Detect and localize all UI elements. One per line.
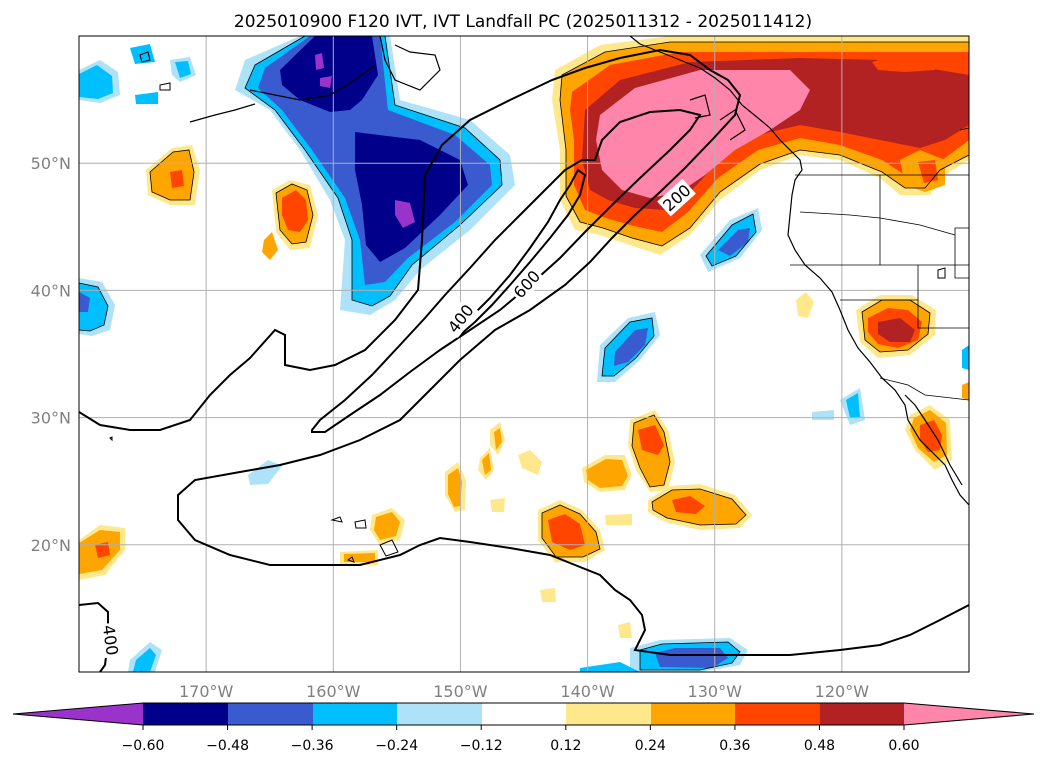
negative-anomaly-north (235, 36, 515, 315)
colorbar-tick-label: −0.36 (291, 738, 334, 754)
contour-label-bg (657, 178, 696, 217)
lon-tick-label: 170°W (179, 682, 234, 701)
contour-label-bg (98, 621, 124, 659)
positive-anomaly-north (552, 36, 969, 255)
colorbar-bin (143, 703, 228, 725)
colorbar-tick-label: −0.60 (122, 738, 165, 754)
colorbar-tick-label: 0.36 (719, 738, 750, 754)
colorbar-bin (228, 703, 313, 725)
colorbar: −0.60 −0.48 −0.36 −0.24 −0.12 0.12 0.24 0.36 0.4… (12, 702, 1035, 754)
colorbar-extend-high (904, 703, 1034, 725)
lon-tick-label: 140°W (560, 682, 615, 701)
lon-tick-label: 150°W (433, 682, 488, 701)
coastlines (189, 36, 969, 506)
lon-tick-label: 120°W (815, 682, 870, 701)
figure-title: 2025010900 F120 IVT, IVT Landfall PC (20… (234, 12, 812, 32)
map-frame (78, 35, 970, 673)
positive-anomaly-patches (79, 145, 969, 638)
colorbar-tick-label: −0.12 (460, 738, 503, 754)
colorbar-bin (820, 703, 904, 725)
contour-400 (311, 108, 702, 433)
map-gridlines (79, 36, 969, 672)
colorbar-tick-label: 0.48 (804, 738, 835, 754)
lat-tick-label: 30°N (31, 409, 71, 428)
contour-label-bg (442, 298, 479, 338)
contour-200 (79, 48, 969, 656)
lon-tick-label: 160°W (306, 682, 361, 701)
contour-label: 400 (99, 624, 122, 657)
colorbar-tick-label: 0.60 (888, 738, 919, 754)
colorbar-bin (651, 703, 735, 725)
colorbar-bin (313, 703, 397, 725)
colorbar-bin (397, 703, 482, 725)
colorbar-tick-label: −0.48 (206, 738, 249, 754)
axis-ticks: 170°W 160°W 150°W 140°W 130°W 120°W 20°N 30°N 40… (31, 154, 870, 701)
colorbar-tick-label: −0.24 (375, 738, 418, 754)
lat-tick-label: 20°N (31, 536, 71, 555)
islands (109, 51, 946, 563)
colorbar-extend-low (13, 703, 143, 725)
colorbar-tick-label: 0.24 (635, 738, 666, 754)
ivt-field (79, 36, 969, 672)
colorbar-bin (735, 703, 820, 725)
lat-tick-label: 40°N (31, 281, 71, 300)
lon-tick-label: 130°W (688, 682, 743, 701)
colorbar-bin (566, 703, 651, 725)
lat-tick-label: 50°N (31, 154, 71, 173)
colorbar-bin (482, 703, 566, 725)
contour-600 (456, 168, 587, 336)
colorbar-tick-label: 0.12 (550, 738, 581, 754)
colorbar-ticks: −0.60 −0.48 −0.36 −0.24 −0.12 0.12 0.24 0.36 0.4… (122, 725, 920, 754)
ivt-contours (79, 48, 969, 672)
contour-label-bg (507, 264, 546, 304)
